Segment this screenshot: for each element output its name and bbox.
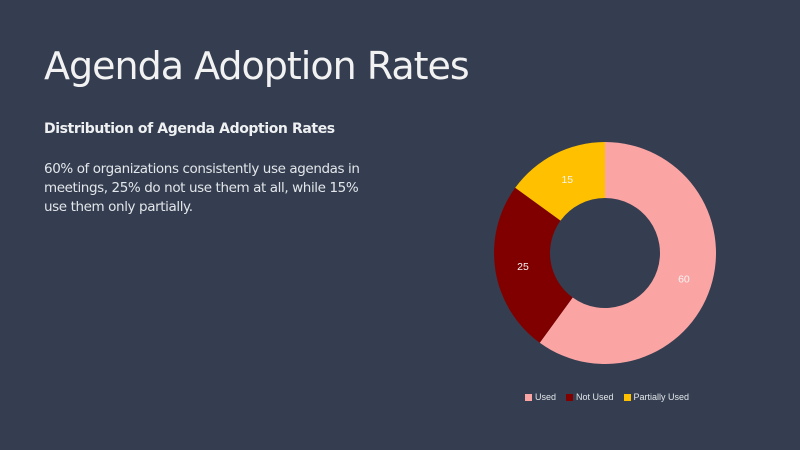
legend-label: Used [534, 392, 556, 402]
legend-item-not-used: Not Used [565, 392, 614, 402]
slide-title: Agenda Adoption Rates [44, 44, 470, 88]
legend-label: Partially Used [633, 392, 690, 402]
legend-swatch [524, 393, 532, 401]
slide-subtitle: Distribution of Agenda Adoption Rates [44, 121, 335, 137]
legend-item-partially-used: Partially Used [623, 392, 690, 402]
legend-swatch [623, 393, 631, 401]
slide-body-text: 60% of organizations consistently use ag… [44, 161, 360, 215]
donut-slice-not-used [494, 187, 573, 343]
chart-legend: Used Not Used Partially Used [0, 392, 800, 402]
data-label: 60 [678, 274, 690, 286]
donut-slice-used [539, 142, 717, 365]
legend-swatch [565, 393, 573, 401]
data-label: 15 [561, 174, 573, 186]
legend-item-used: Used [524, 392, 556, 402]
data-label: 25 [517, 261, 529, 273]
donut-slice-partially-used [515, 142, 605, 221]
legend-label: Not Used [575, 392, 614, 402]
